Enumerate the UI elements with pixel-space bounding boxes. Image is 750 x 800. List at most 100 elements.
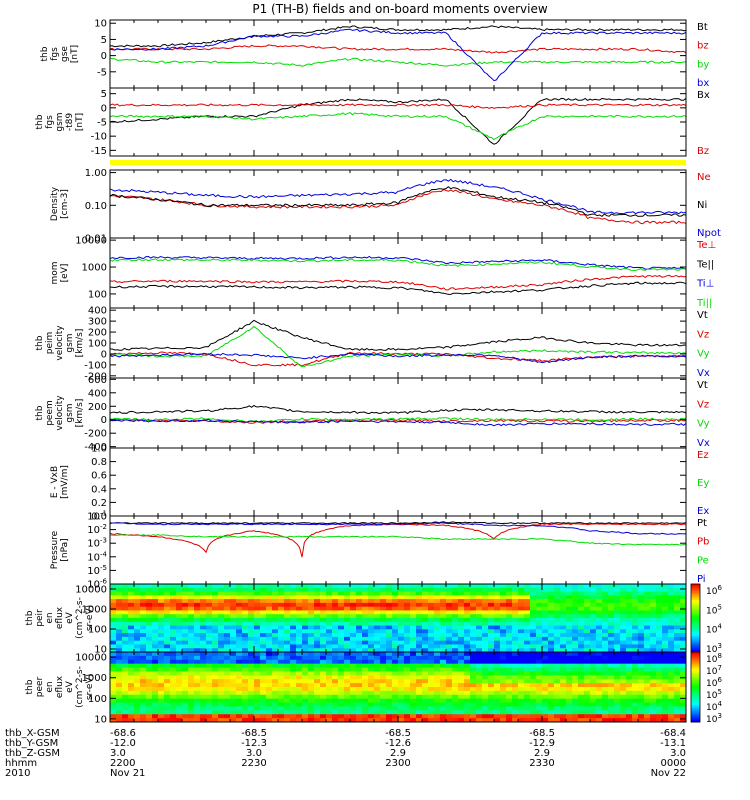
colorbar-seg — [691, 631, 700, 635]
spectrogram-cell — [356, 659, 363, 665]
spectrogram-cell — [386, 595, 393, 600]
spectrogram-cell — [146, 633, 153, 638]
spectrogram-cell — [428, 591, 435, 596]
spectrogram-cell — [116, 633, 123, 638]
spectrogram-cell — [566, 648, 573, 653]
spectrogram-cell — [302, 602, 309, 608]
spectrogram-cell — [638, 640, 645, 645]
spectrogram-cell — [284, 710, 291, 715]
spectrogram-cell — [440, 652, 447, 657]
spectrogram-cell — [296, 587, 303, 593]
spectrogram-cell — [554, 621, 561, 627]
spectrogram-cell — [146, 655, 153, 661]
xaxis-value: 3.0 — [670, 748, 686, 759]
spectrogram-cell — [320, 694, 327, 700]
spectrogram-cell — [536, 648, 543, 653]
spectrogram-cell — [446, 687, 453, 692]
spectrogram-cell — [158, 621, 165, 627]
spectrogram-cell — [632, 687, 639, 692]
spectrogram-cell — [524, 633, 531, 638]
spectrogram-cell — [278, 675, 285, 680]
spectrogram-cell — [368, 599, 375, 604]
spectrogram-cell — [116, 621, 123, 627]
spectrogram-cell — [140, 690, 147, 696]
spectrogram-cell — [410, 640, 417, 645]
spectrogram-cell — [626, 706, 633, 711]
spectrogram-cell — [662, 621, 669, 627]
spectrogram-cell — [230, 710, 237, 715]
spectrogram-cell — [668, 702, 675, 707]
spectrogram-cell — [206, 614, 213, 619]
spectrogram-cell — [476, 687, 483, 692]
spectrogram-cell — [164, 675, 171, 680]
spectrogram-cell — [164, 629, 171, 634]
spectrogram-cell — [290, 584, 297, 589]
spectrogram-cell — [512, 591, 519, 596]
spectrogram-cell — [596, 625, 603, 630]
spectrogram-cell — [650, 614, 657, 619]
spectrogram-cell — [494, 610, 501, 615]
spectrogram-cell — [440, 687, 447, 692]
spectrogram-cell — [296, 629, 303, 634]
spectrogram-cell — [512, 675, 519, 680]
spectrogram-cell — [536, 640, 543, 645]
spectrogram-cell — [494, 690, 501, 696]
spectrogram-cell — [284, 587, 291, 593]
spectrogram-cell — [620, 606, 627, 611]
spectrogram-cell — [428, 644, 435, 649]
spectrogram-cell — [218, 599, 225, 604]
spectrogram-cell — [674, 710, 681, 715]
spectrogram-cell — [464, 636, 471, 642]
spectrogram-cell — [410, 629, 417, 634]
spectrogram-cell — [434, 587, 441, 593]
spectrogram-cell — [338, 698, 345, 704]
spectrogram-cell — [290, 621, 297, 627]
spectrogram-cell — [344, 625, 351, 630]
spectrogram-cell — [206, 644, 213, 649]
spectrogram-cell — [548, 667, 555, 672]
spectrogram-cell — [488, 698, 495, 704]
spectrogram-cell — [152, 663, 159, 669]
spectrogram-cell — [524, 602, 531, 608]
spectrogram-cell — [182, 718, 189, 723]
spectrogram-cell — [398, 629, 405, 634]
spectrogram-cell — [302, 618, 309, 623]
spectrogram-cell — [446, 610, 453, 615]
spectrogram-cell — [584, 636, 591, 642]
spectrogram-cell — [344, 659, 351, 665]
spectrogram-cell — [332, 595, 339, 600]
spectrogram-cell — [362, 655, 369, 661]
spectrogram-cell — [410, 667, 417, 672]
spectrogram-cell — [182, 584, 189, 589]
spectrogram-cell — [380, 591, 387, 596]
spectrogram-cell — [452, 714, 459, 719]
spectrogram-cell — [500, 640, 507, 645]
colorbar-seg — [691, 620, 700, 624]
spectrogram-cell — [386, 706, 393, 711]
spectrogram-cell — [572, 602, 579, 608]
spectrogram-cell — [416, 633, 423, 638]
spectrogram-cell — [512, 614, 519, 619]
spectrogram-cell — [332, 702, 339, 707]
spectrogram-cell — [626, 644, 633, 649]
spectrogram-cell — [296, 690, 303, 696]
spectrogram-cell — [452, 614, 459, 619]
spectrogram-cell — [230, 595, 237, 600]
spectrogram-cell — [512, 633, 519, 638]
spectrogram-cell — [128, 690, 135, 696]
spectrogram-cell — [458, 595, 465, 600]
spectrogram-cell — [242, 621, 249, 627]
spectrogram-cell — [524, 621, 531, 627]
spectrogram-cell — [272, 710, 279, 715]
spectrogram-cell — [398, 595, 405, 600]
spectrogram-cell — [128, 659, 135, 665]
spectrogram-cell — [518, 667, 525, 672]
spectrogram-cell — [326, 621, 333, 627]
spectrogram-cell — [140, 659, 147, 665]
spectrogram-cell — [278, 606, 285, 611]
spectrogram-cell — [398, 591, 405, 596]
spectrogram-cell — [446, 710, 453, 715]
spectrogram-cell — [416, 599, 423, 604]
spectrogram-cell — [572, 690, 579, 696]
spectrogram-cell — [536, 706, 543, 711]
